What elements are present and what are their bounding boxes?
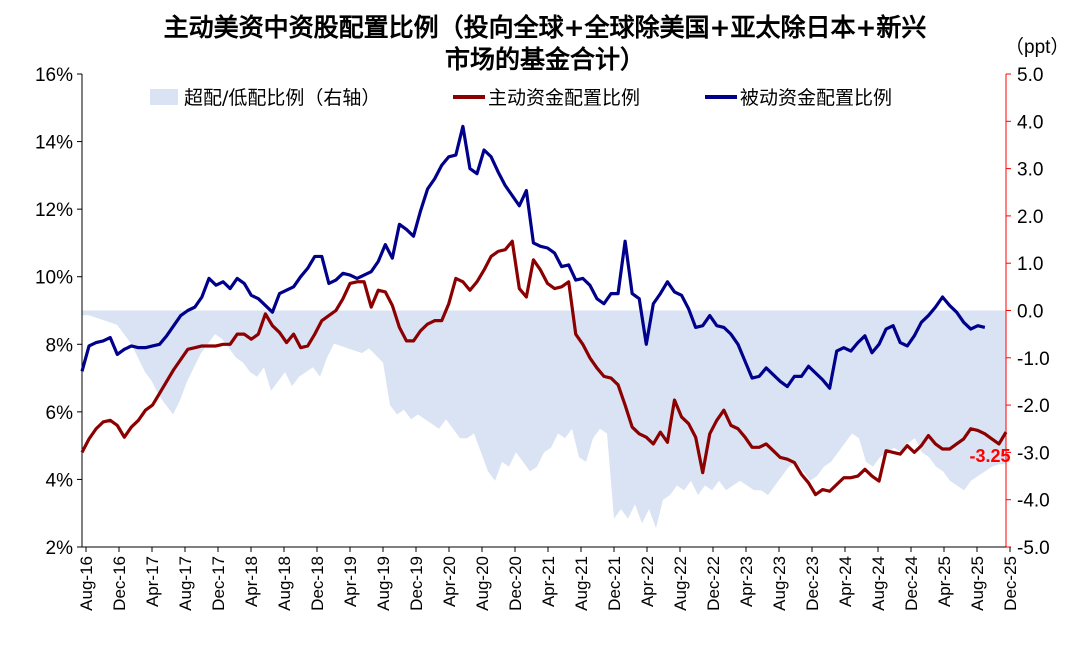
- x-tick-label: Dec-20: [506, 556, 525, 611]
- left-tick-label: 6%: [46, 403, 74, 424]
- legend: 超配/低配比例（右轴） 主动资金配置比例 被动资金配置比例: [150, 87, 892, 109]
- legend-label-active: 主动资金配置比例: [488, 87, 640, 109]
- x-tick-label: Apr-17: [143, 556, 162, 607]
- chart-title-line2: 市场的基金合计）: [445, 45, 645, 74]
- x-tick-label: Dec-25: [1001, 556, 1020, 611]
- x-tick-label: Dec-18: [308, 556, 327, 611]
- right-tick-label: -4.0: [1017, 491, 1050, 512]
- right-tick-label: -3.0: [1017, 443, 1050, 464]
- x-tick-label: Apr-22: [638, 556, 657, 607]
- right-tick-label: 1.0: [1017, 254, 1043, 275]
- x-tick-label: Aug-17: [176, 556, 195, 611]
- lines-layer: [80, 124, 1008, 497]
- x-tick-label: Dec-23: [803, 556, 822, 611]
- legend-label-passive: 被动资金配置比例: [740, 87, 892, 109]
- x-tick-label: Aug-24: [869, 556, 888, 611]
- right-tick-label: -5.0: [1017, 538, 1050, 559]
- right-tick-label: 0.0: [1017, 302, 1043, 323]
- tick-labels-layer: 16% 14% 12% 10% 8% 6% 4% 2% 5.0 4.0 3.0 2.0 1.0 0.0 -1…: [35, 65, 1050, 611]
- x-tick-label: Apr-24: [836, 556, 855, 607]
- chart-title-line1: 主动美资中资股配置比例（投向全球+全球除美国+亚太除日本+新兴: [164, 13, 927, 42]
- x-tick-label: Apr-18: [242, 556, 261, 607]
- right-tick-label: 2.0: [1017, 207, 1043, 228]
- right-tick-label: -2.0: [1017, 396, 1050, 417]
- x-tick-label: Apr-23: [737, 556, 756, 607]
- x-tick-label: Dec-17: [209, 556, 228, 611]
- left-tick-label: 2%: [46, 538, 74, 559]
- right-tick-label: 4.0: [1017, 112, 1043, 133]
- x-tick-label: Aug-22: [671, 556, 690, 611]
- x-tick-label: Apr-19: [341, 556, 360, 607]
- left-tick-label: 10%: [35, 268, 73, 289]
- legend-swatch-overweight: [150, 89, 178, 105]
- x-tick-label: Dec-22: [704, 556, 723, 611]
- x-tick-label: Dec-16: [110, 556, 129, 611]
- left-tick-label: 4%: [46, 470, 74, 491]
- x-tick-label: Dec-21: [605, 556, 624, 611]
- x-tick-label: Apr-25: [935, 556, 954, 607]
- x-tick-label: Aug-21: [572, 556, 591, 611]
- x-tick-label: Apr-20: [440, 556, 459, 607]
- x-tick-label: Aug-19: [374, 556, 393, 611]
- legend-label-overweight: 超配/低配比例（右轴）: [184, 87, 380, 109]
- x-tick-label: Dec-19: [407, 556, 426, 611]
- data-label-latest-overweight: -3.25: [969, 446, 1010, 466]
- overweight-area: [82, 310, 1006, 529]
- overweight-area-layer: [82, 310, 1006, 529]
- x-tick-label: Aug-23: [770, 556, 789, 611]
- passive-fund-line: [80, 124, 986, 390]
- left-tick-label: 8%: [46, 335, 74, 356]
- active-fund-line: [80, 239, 1008, 497]
- right-tick-label: -1.0: [1017, 349, 1050, 370]
- left-tick-label: 14%: [35, 133, 73, 154]
- right-tick-label: 5.0: [1017, 65, 1043, 86]
- left-tick-label: 12%: [35, 200, 73, 221]
- x-tick-label: Aug-18: [275, 556, 294, 611]
- x-tick-label: Aug-16: [77, 556, 96, 611]
- right-axis-unit: （ppt）: [1005, 36, 1069, 58]
- left-tick-label: 16%: [35, 65, 73, 86]
- x-tick-label: Dec-24: [902, 556, 921, 611]
- right-tick-label: 3.0: [1017, 160, 1043, 181]
- x-tick-label: Apr-21: [539, 556, 558, 607]
- axes-layer: [77, 73, 1011, 552]
- x-tick-label: Aug-25: [968, 556, 987, 611]
- x-tick-label: Aug-20: [473, 556, 492, 611]
